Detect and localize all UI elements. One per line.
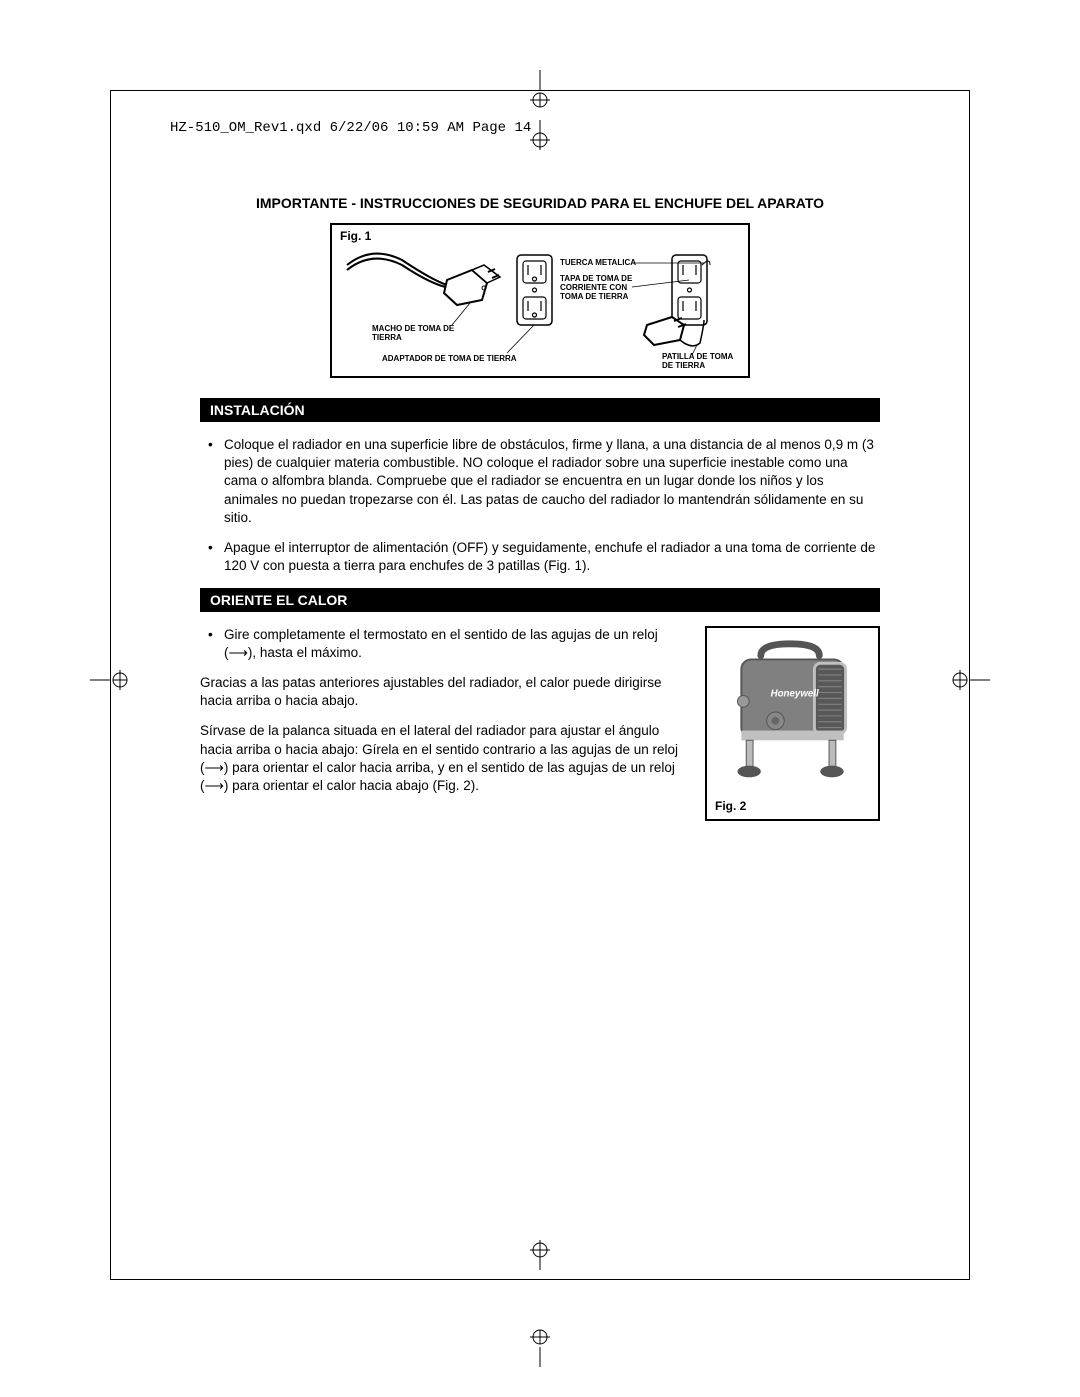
oriente-text-block: Gire completamente el termostato en el s… [200, 626, 691, 808]
crop-mark-bottom [530, 1327, 550, 1367]
oriente-p2: Sírvase de la palanca situada en el late… [200, 722, 691, 795]
figure-2: Honeywell Fig. 2 [705, 626, 880, 821]
callout-tapa: TAPA DE TOMA DE CORRIENTE CON TOMA DE TI… [560, 275, 650, 301]
callout-tuerca: TUERCA METALICA [560, 259, 640, 268]
callout-patilla: PATILLA DE TOMA DE TIERRA [662, 353, 742, 371]
oriente-bullet: Gire completamente el termostato en el s… [214, 626, 691, 662]
instalacion-list: Coloque el radiador en una superficie li… [200, 436, 880, 576]
brand-label: Honeywell [771, 688, 819, 699]
figure-1: Fig. 1 [330, 223, 750, 378]
print-header: HZ-510_OM_Rev1.qxd 6/22/06 10:59 AM Page… [170, 120, 531, 136]
inner-crop-top [530, 120, 550, 155]
instalacion-bullet-2: Apague el interruptor de alimentación (O… [214, 539, 880, 575]
oriente-p1: Gracias a las patas anteriores ajustable… [200, 674, 691, 710]
page-content: IMPORTANTE - INSTRUCCIONES DE SEGURIDAD … [200, 195, 880, 821]
figure-2-label: Fig. 2 [715, 799, 746, 813]
page-title: IMPORTANTE - INSTRUCCIONES DE SEGURIDAD … [200, 195, 880, 211]
callout-macho: MACHO DE TOMA DE TIERRA [372, 325, 462, 343]
heater-product-icon: Honeywell [717, 638, 868, 789]
section-heading-oriente: ORIENTE EL CALOR [200, 588, 880, 612]
section-heading-instalacion: INSTALACIÓN [200, 398, 880, 422]
oriente-bullet-text: Gire completamente el termostato en el s… [224, 627, 658, 660]
inner-crop-bottom [530, 1240, 550, 1275]
callout-adaptador: ADAPTADOR DE TOMA DE TIERRA [382, 355, 542, 364]
instalacion-bullet-1: Coloque el radiador en una superficie li… [214, 436, 880, 527]
